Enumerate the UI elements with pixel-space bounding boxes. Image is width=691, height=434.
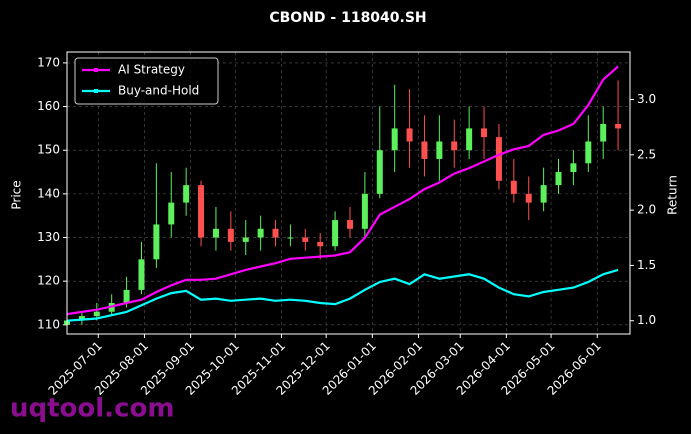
candle-body	[495, 137, 502, 181]
y2-axis-label: Return	[666, 175, 680, 215]
candle-body	[346, 220, 353, 229]
candle-body	[421, 141, 428, 159]
series-line	[66, 65, 619, 316]
y2-tick-label: 2.5	[637, 147, 656, 161]
candle-body	[570, 163, 577, 173]
candle-body	[212, 228, 219, 238]
candle-body	[123, 289, 130, 304]
candle-body	[451, 141, 458, 151]
y-tick-label: 140	[37, 186, 60, 200]
candle-body	[227, 228, 234, 242]
candle-body	[361, 193, 368, 229]
candle-body	[153, 224, 160, 260]
candle-body	[466, 128, 473, 151]
candle-body	[555, 172, 562, 186]
candle-body	[376, 150, 383, 194]
candle-body	[332, 220, 339, 247]
chart-title: CBOND - 118040.SH	[269, 10, 426, 26]
candle-body	[168, 202, 175, 225]
y2-tick-label: 2.0	[637, 203, 656, 217]
candle-body	[242, 237, 249, 242]
legend: AI Strategy Buy-and-Hold	[74, 57, 219, 105]
legend-label: AI Strategy	[118, 63, 185, 77]
y-tick-label: 150	[37, 143, 60, 157]
candle-body	[540, 185, 547, 203]
candle-body	[78, 316, 85, 321]
candle-body	[615, 124, 622, 129]
candle-body	[257, 228, 264, 238]
legend-marker	[94, 89, 98, 93]
y-tick-label: 130	[37, 230, 60, 244]
candle-body	[93, 311, 100, 317]
legend-label: Buy-and-Hold	[118, 84, 199, 98]
candle-body	[436, 141, 443, 159]
candle-body	[302, 237, 309, 242]
legend-box	[74, 57, 219, 105]
y-tick-label: 120	[37, 274, 60, 288]
y2-tick-label: 3.0	[637, 92, 656, 106]
series-line	[66, 268, 619, 322]
candle-body	[600, 124, 607, 142]
candle-body	[510, 180, 517, 194]
candle-body	[138, 259, 145, 290]
y-axis-label: Price	[10, 180, 24, 209]
legend-marker	[94, 68, 98, 72]
candle-body	[585, 141, 592, 164]
candle-body	[198, 185, 205, 238]
candle-body	[525, 193, 532, 203]
candle-body	[183, 185, 190, 203]
candle-body	[391, 128, 398, 151]
watermark: uqtool.com	[10, 394, 174, 424]
candle-body	[272, 228, 279, 238]
candle-body	[317, 241, 324, 247]
candle-body	[287, 237, 294, 239]
candle-body	[481, 128, 488, 138]
y2-tick-label: 1.5	[637, 258, 656, 272]
y-tick-label: 170	[37, 55, 60, 69]
y2-tick-label: 1.0	[637, 313, 656, 327]
candle-body	[406, 128, 413, 142]
plot-frame	[66, 51, 631, 335]
y-tick-label: 110	[37, 317, 60, 331]
y-tick-label: 160	[37, 99, 60, 113]
